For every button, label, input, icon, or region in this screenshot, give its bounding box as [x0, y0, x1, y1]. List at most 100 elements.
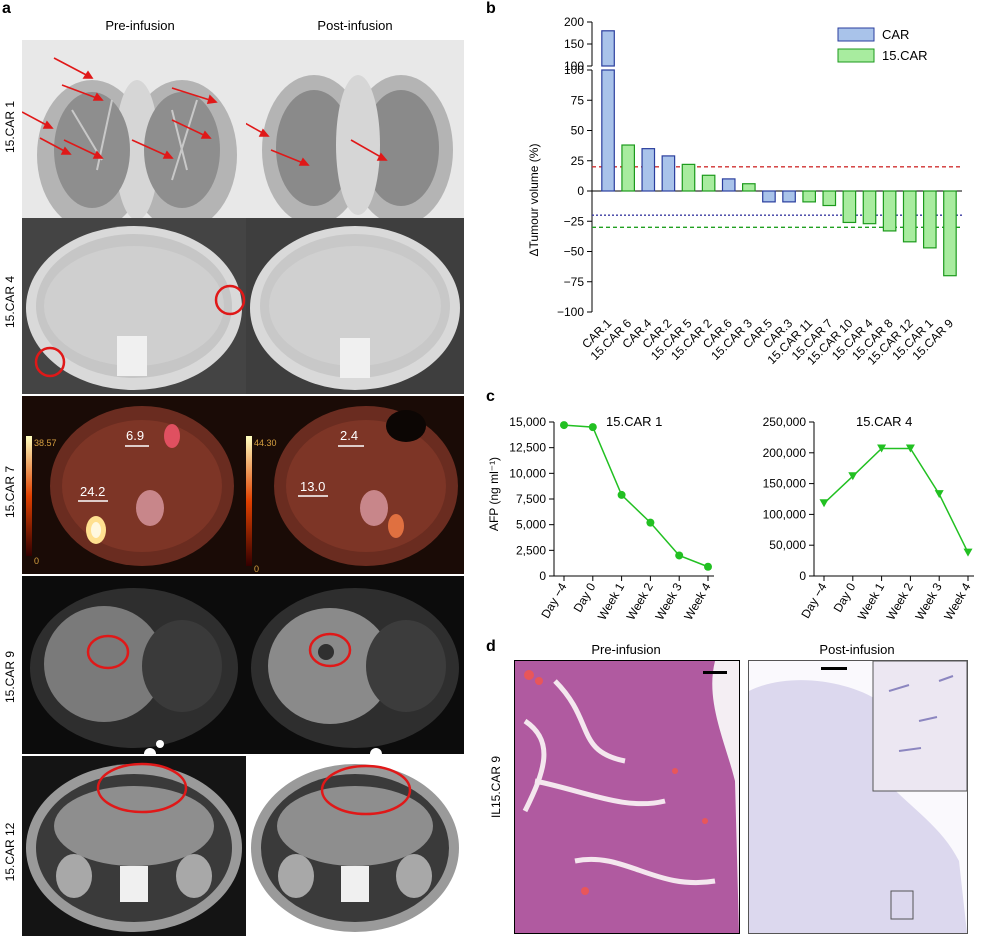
panel-a-letter: a — [2, 0, 11, 17]
legend-swatch-car — [837, 27, 875, 42]
histology-post-title: Post-infusion — [819, 642, 895, 657]
y-tick-label: 100 — [564, 63, 584, 77]
pet-pre-value-1: 6.9 — [126, 428, 144, 443]
pet-pre-value-2: 24.2 — [80, 484, 105, 499]
bar-15.CAR 9 — [943, 190, 957, 277]
bar-upper-CAR.1 — [601, 30, 615, 67]
y-tick-label: 15,000 — [509, 415, 546, 429]
data-point — [963, 548, 973, 557]
bar-15.CAR 8 — [882, 190, 897, 232]
histology-post-image — [748, 660, 968, 934]
y-tick-label: 7,500 — [516, 492, 546, 506]
y-tick-label: 200 — [564, 15, 584, 29]
y-tick-label: 0 — [799, 569, 806, 583]
row-label-15car7: 15.CAR 7 — [3, 465, 17, 519]
data-point — [560, 421, 568, 430]
data-point — [675, 551, 684, 560]
bar-15.CAR 10 — [842, 190, 857, 224]
scan-15car4-post — [246, 218, 464, 394]
y-tick-label: 2,500 — [516, 543, 546, 557]
row-label-15car9: 15.CAR 9 — [3, 650, 17, 704]
bar-15.CAR 1 — [922, 190, 937, 249]
pet-pre-scale-max: 38.57 — [34, 438, 57, 448]
scan-15car7-post: 44.30 0 2.4 13.0 — [246, 396, 464, 574]
bar-CAR.5 — [762, 190, 776, 203]
data-point — [646, 518, 655, 527]
data-point — [588, 423, 597, 432]
pet-post-value-1: 2.4 — [340, 428, 358, 443]
bar-15.CAR 11 — [802, 190, 817, 203]
x-tick-label: Day 0 — [571, 580, 599, 614]
data-point — [819, 499, 829, 508]
afp2-title: 15.CAR 4 — [856, 414, 912, 429]
y-tick-label: −25 — [564, 214, 585, 228]
x-tick-label: Day −4 — [538, 580, 569, 620]
scan-15car4-pre — [22, 218, 246, 394]
y-tick-label: 50 — [571, 124, 585, 138]
waterfall-y-axis-label: ΔTumour volume (%) — [527, 144, 541, 257]
scan-15car1-pre — [22, 40, 246, 218]
panel-b-letter: b — [486, 0, 496, 17]
x-tick-label: Week 3 — [652, 580, 685, 622]
series-line — [823, 447, 969, 553]
afp-chart-15car4: 15.CAR 4 0 50,000 100,000 150,000 200,000 250… — [763, 414, 974, 623]
scan-15car12-pre — [22, 756, 246, 936]
legend-label-car: CAR — [882, 27, 909, 42]
scan-15car1-post — [246, 40, 464, 218]
bar-CAR.3 — [782, 190, 796, 203]
y-tick-label: −50 — [564, 245, 585, 259]
y-tick-label: 5,000 — [516, 518, 546, 532]
row-label-15car12: 15.CAR 12 — [3, 822, 17, 882]
y-tick-label: 25 — [571, 154, 585, 168]
x-tick-label: Week 4 — [941, 580, 974, 622]
panel-d-letter: d — [486, 638, 496, 655]
y-tick-label: 0 — [577, 184, 584, 198]
data-point — [617, 490, 626, 499]
bar-CAR.6 — [721, 178, 736, 192]
bar-15.CAR 5 — [681, 163, 696, 192]
row-label-15car1: 15.CAR 1 — [3, 100, 17, 154]
afp-chart-15car1: AFP (ng ml⁻¹) 15.CAR 1 0 2,500 5,000 7,500 1… — [487, 414, 714, 623]
x-tick-label: Week 2 — [624, 580, 657, 622]
pet-pre-scale-min: 0 — [34, 556, 39, 566]
y-tick-label: 150 — [564, 37, 584, 51]
scan-15car9-post — [246, 576, 464, 754]
bar-CAR.2 — [661, 155, 676, 192]
bar-15.CAR 3 — [741, 183, 756, 192]
legend-label-15car: 15.CAR — [882, 48, 928, 63]
y-tick-label: 75 — [571, 93, 585, 107]
pet-post-scale-max: 44.30 — [254, 438, 277, 448]
y-tick-label: 10,000 — [509, 466, 546, 480]
row-label-15car4: 15.CAR 4 — [3, 275, 17, 329]
scan-15car7-pre: 38.57 0 6.9 24.2 — [22, 396, 246, 574]
histology-pre-image — [514, 660, 740, 934]
y-tick-label: 50,000 — [769, 538, 806, 552]
col-header-post: Post-infusion — [317, 18, 393, 33]
histology-pre-title: Pre-infusion — [591, 642, 661, 657]
data-point — [934, 490, 944, 499]
afp1-y-axis-label: AFP (ng ml⁻¹) — [487, 457, 501, 531]
x-tick-label: Week 2 — [884, 580, 917, 622]
bar-CAR.1 — [601, 69, 615, 192]
data-point — [848, 472, 858, 481]
pet-post-value-2: 13.0 — [300, 479, 325, 494]
scan-15car9-pre — [22, 576, 246, 754]
waterfall-chart: ΔTumour volume (%) −100 −75 −50 −25 0 25 50 75 1… — [527, 15, 962, 368]
x-tick-label: Day 0 — [831, 580, 859, 614]
pet-post-scale-min: 0 — [254, 564, 259, 574]
x-tick-label: Week 4 — [681, 580, 714, 622]
x-tick-label: Week 3 — [912, 580, 945, 622]
series-line — [563, 424, 709, 568]
y-tick-label: −100 — [557, 305, 584, 319]
bar-CAR.4 — [641, 148, 656, 192]
x-tick-label: Day −4 — [798, 580, 829, 620]
y-tick-label: −75 — [564, 275, 585, 289]
y-tick-label: 0 — [539, 569, 546, 583]
data-point — [905, 444, 915, 453]
y-tick-label: 150,000 — [763, 477, 807, 491]
col-header-pre: Pre-infusion — [105, 18, 175, 33]
histology-row-label: IL15.CAR 9 — [489, 755, 503, 819]
x-tick-label: Week 1 — [855, 580, 888, 622]
bar-15.CAR 4 — [862, 190, 877, 225]
afp1-title: 15.CAR 1 — [606, 414, 662, 429]
